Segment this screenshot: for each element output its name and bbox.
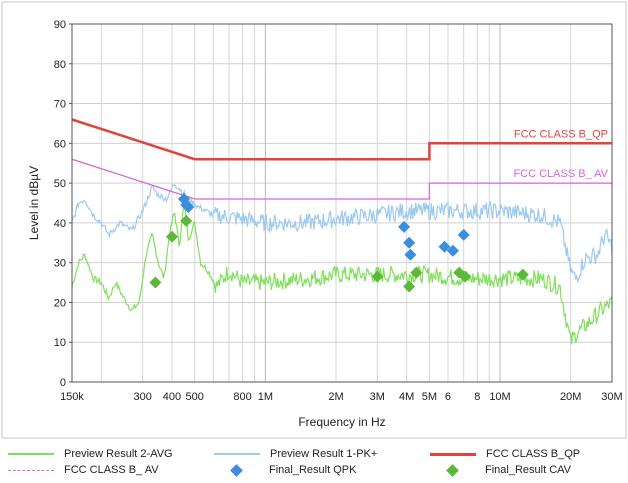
y-tick-label: 80 (54, 59, 66, 71)
limit-label-fcc-class-b-av: FCC CLASS B_ AV (513, 168, 608, 180)
y-tick-labels: 0 10 20 30 40 50 60 70 80 90 (54, 19, 72, 389)
y-tick-label: 0 (60, 377, 66, 389)
marker-final-result-cav (403, 280, 416, 293)
x-tick-label: 20M (560, 391, 581, 403)
legend-item: Final_Result CAV (430, 462, 571, 478)
marker-final-result-qpk (457, 228, 470, 241)
x-tick-label: 6 (445, 391, 451, 403)
legend-item: Preview Result 2-AVG (8, 446, 173, 462)
marker-final-result-cav (180, 214, 193, 227)
legend-label: Preview Result 2-AVG (64, 448, 173, 460)
marker-final-result-cav (459, 270, 472, 283)
emission-chart: FCC CLASS B_QP FCC CLASS B_ AV 0 10 20 30 40 5… (1, 1, 627, 439)
chart-frame (1, 1, 627, 439)
legend: Preview Result 2-AVG Preview Result 1-PK+… (0, 446, 628, 480)
legend-label: Final_Result QPK (269, 464, 357, 476)
limit-line-fcc-class-b-av (71, 158, 612, 200)
legend-line-icon (8, 453, 54, 455)
legend-label: FCC CLASS B_QP (486, 448, 581, 460)
marker-final-result-cav (149, 276, 162, 289)
legend-label: Preview Result 1-PK+ (270, 448, 378, 460)
marker-final-result-qpk (403, 236, 416, 249)
x-tick-label: 400 (163, 391, 181, 403)
x-tick-label: 800 (233, 391, 251, 403)
plot-border (71, 23, 613, 383)
x-tick-label: 2M (328, 391, 343, 403)
legend-line-icon (214, 453, 260, 455)
x-tick-label: 3M (370, 391, 385, 403)
y-tick-label: 30 (54, 258, 66, 270)
marker-final-result-qpk (404, 248, 417, 261)
legend-line-icon (8, 469, 54, 471)
limit-label-fcc-class-b-qp: FCC CLASS B_QP (514, 128, 608, 140)
x-tick-label: 500 (186, 391, 204, 403)
legend-label: Final_Result CAV (485, 464, 571, 476)
marker-final-result-qpk (182, 200, 195, 213)
legend-item: Final_Result QPK (214, 462, 356, 478)
x-tick-label: 30M (601, 391, 622, 403)
y-axis-label: Level in dBµV (27, 166, 41, 240)
y-tick-label: 40 (54, 218, 66, 230)
marker-final-result-cav (371, 270, 384, 283)
x-tick-label: 5M (422, 391, 437, 403)
marker-final-result-cav (516, 268, 529, 281)
y-tick-label: 70 (54, 99, 66, 111)
markers (149, 193, 529, 293)
y-tick-label: 50 (54, 178, 66, 190)
legend-diamond-icon (446, 463, 459, 477)
x-axis-label: Frequency in Hz (298, 415, 385, 429)
legend-label: FCC CLASS B_ AV (64, 464, 159, 476)
legend-item: Preview Result 1-PK+ (214, 446, 377, 462)
marker-final-result-qpk (446, 244, 459, 257)
marker-final-result-qpk (438, 240, 451, 253)
marker-final-result-cav (410, 266, 423, 279)
legend-item: FCC CLASS B_QP (430, 446, 580, 462)
x-tick-label: 300 (133, 391, 151, 403)
x-tick-label: 1M (258, 391, 273, 403)
trace-preview-result-1-pk (71, 183, 613, 284)
x-tick-label: 4M (399, 391, 414, 403)
y-tick-label: 90 (54, 19, 66, 31)
x-tick-label: 8 (474, 391, 480, 403)
legend-line-icon (430, 452, 476, 456)
y-tick-label: 20 (54, 297, 66, 309)
limit-line-fcc-class-b-qp (71, 118, 612, 161)
marker-final-result-cav (165, 230, 178, 243)
legend-diamond-icon (230, 463, 243, 477)
y-tick-label: 10 (54, 337, 66, 349)
limit-lines: FCC CLASS B_QP FCC CLASS B_ AV (71, 118, 612, 200)
x-tick-label: 10M (489, 391, 510, 403)
y-tick-label: 60 (54, 138, 66, 150)
x-tick-labels: 150k 300 400 500 800 1M 2M 3M 4M 5M 6 8 10M 20M 30M (60, 391, 623, 403)
marker-final-result-qpk (398, 220, 411, 233)
legend-item: FCC CLASS B_ AV (8, 462, 159, 478)
x-tick-label: 150k (60, 391, 84, 403)
